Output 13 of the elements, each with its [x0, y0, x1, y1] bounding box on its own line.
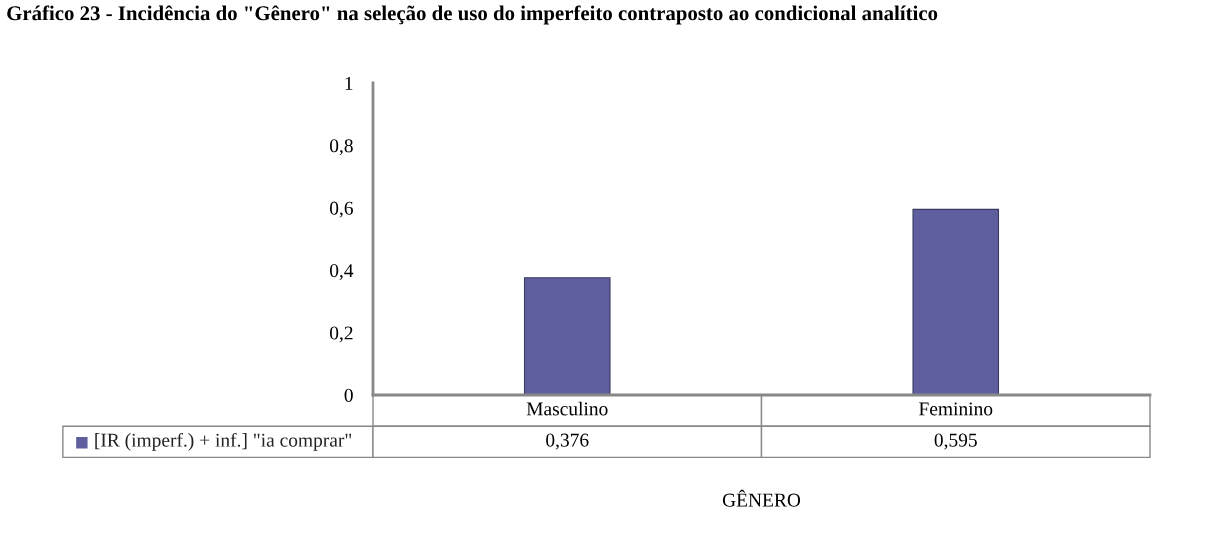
x-tick-label: Feminino: [919, 402, 993, 416]
y-tick-label: 1: [345, 76, 353, 90]
x-tick-label: Masculino: [526, 401, 608, 416]
data-label: 0,376: [546, 433, 589, 450]
data-label: 0,595: [934, 433, 977, 450]
x-axis-title: GÊNERO: [722, 489, 801, 507]
y-tick-label: 0,8: [329, 139, 353, 156]
y-tick-label: 0,4: [329, 264, 354, 280]
y-tick-label: 0,2: [329, 326, 353, 343]
legend-label: [IR (imperf.) + inf.] "ia comprar": [95, 432, 352, 451]
y-tick-label: 0: [344, 388, 353, 402]
chart-title: Gráfico 23 - Incidência do "Gênero" na seleção de uso do imperfeito contraposto ao condicional analítico: [7, 5, 938, 25]
y-tick-label: 0,6: [329, 201, 353, 218]
